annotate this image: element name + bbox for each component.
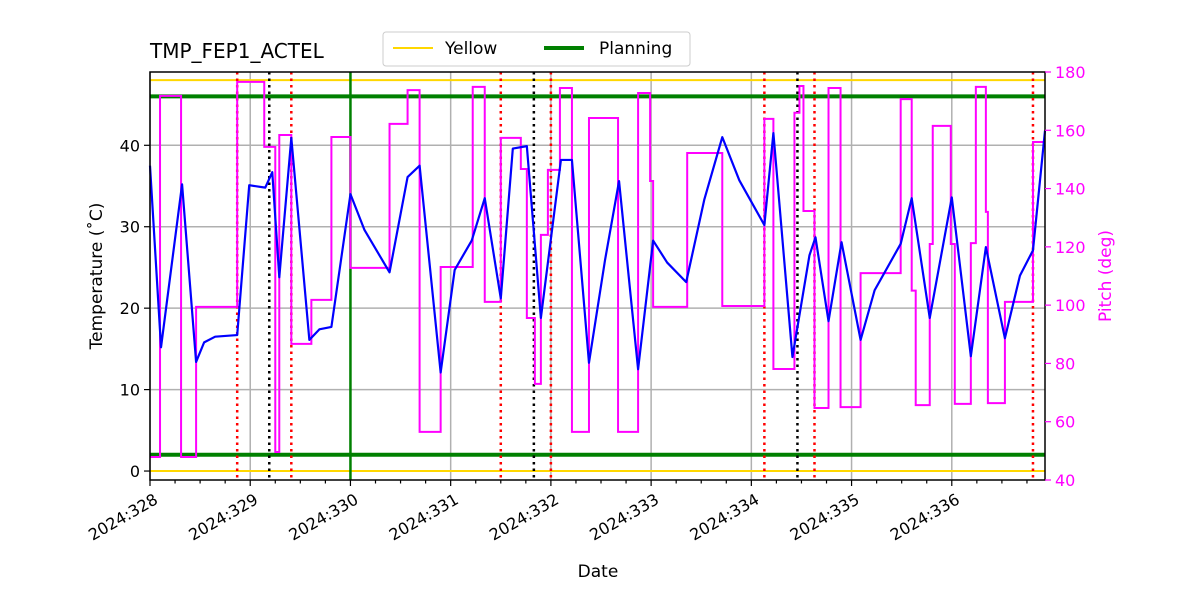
x-tick-label: 2024:330 bbox=[286, 490, 362, 545]
y2-axis-label: Pitch (deg) bbox=[1096, 230, 1116, 322]
event-lines bbox=[235, 72, 1035, 480]
y-tick-label: 20 bbox=[120, 299, 140, 318]
y-axis-label: Temperature (˚C) bbox=[86, 203, 107, 351]
x-axis-label: Date bbox=[578, 562, 619, 582]
x-tick-label: 2024:335 bbox=[787, 490, 863, 545]
axes: 2024:328 2024:329 2024:330 2024:331 2024:332… bbox=[85, 63, 1085, 544]
x-tick-label: 2024:328 bbox=[85, 490, 161, 545]
y2-tick-label: 40 bbox=[1055, 471, 1075, 490]
series bbox=[148, 80, 1047, 458]
y-tick-label: 30 bbox=[120, 218, 140, 237]
x-tick-label: 2024:334 bbox=[686, 490, 762, 545]
x-tick-label: 2024:333 bbox=[586, 490, 662, 545]
y2-tick-label: 120 bbox=[1055, 238, 1086, 257]
y2-tick-label: 160 bbox=[1055, 121, 1086, 140]
y2-tick-label: 60 bbox=[1055, 413, 1075, 432]
plot-frame bbox=[149, 71, 1046, 481]
legend-label-yellow: Yellow bbox=[444, 39, 497, 59]
temperature-line bbox=[148, 130, 1047, 374]
limit-lines bbox=[150, 79, 1045, 473]
legend-label-planning: Planning bbox=[599, 39, 672, 59]
x-tick-label: 2024:329 bbox=[185, 490, 261, 545]
chart-title: TMP_FEP1_ACTEL bbox=[149, 39, 325, 63]
x-tick-label: 2024:332 bbox=[486, 490, 562, 545]
y-tick-label: 40 bbox=[120, 136, 140, 155]
y2-tick-label: 100 bbox=[1055, 296, 1086, 315]
x-tick-label: 2024:331 bbox=[386, 490, 462, 545]
legend-box bbox=[382, 31, 691, 67]
legend: Yellow Planning bbox=[382, 31, 691, 67]
y-tick-label: 0 bbox=[130, 462, 140, 481]
y2-tick-label: 140 bbox=[1055, 180, 1086, 199]
pitch-line bbox=[150, 80, 1045, 458]
x-tick-label: 2024:336 bbox=[887, 490, 963, 545]
y2-tick-label: 180 bbox=[1055, 63, 1086, 82]
y2-tick-label: 80 bbox=[1055, 354, 1075, 373]
y-tick-label: 10 bbox=[120, 381, 140, 400]
